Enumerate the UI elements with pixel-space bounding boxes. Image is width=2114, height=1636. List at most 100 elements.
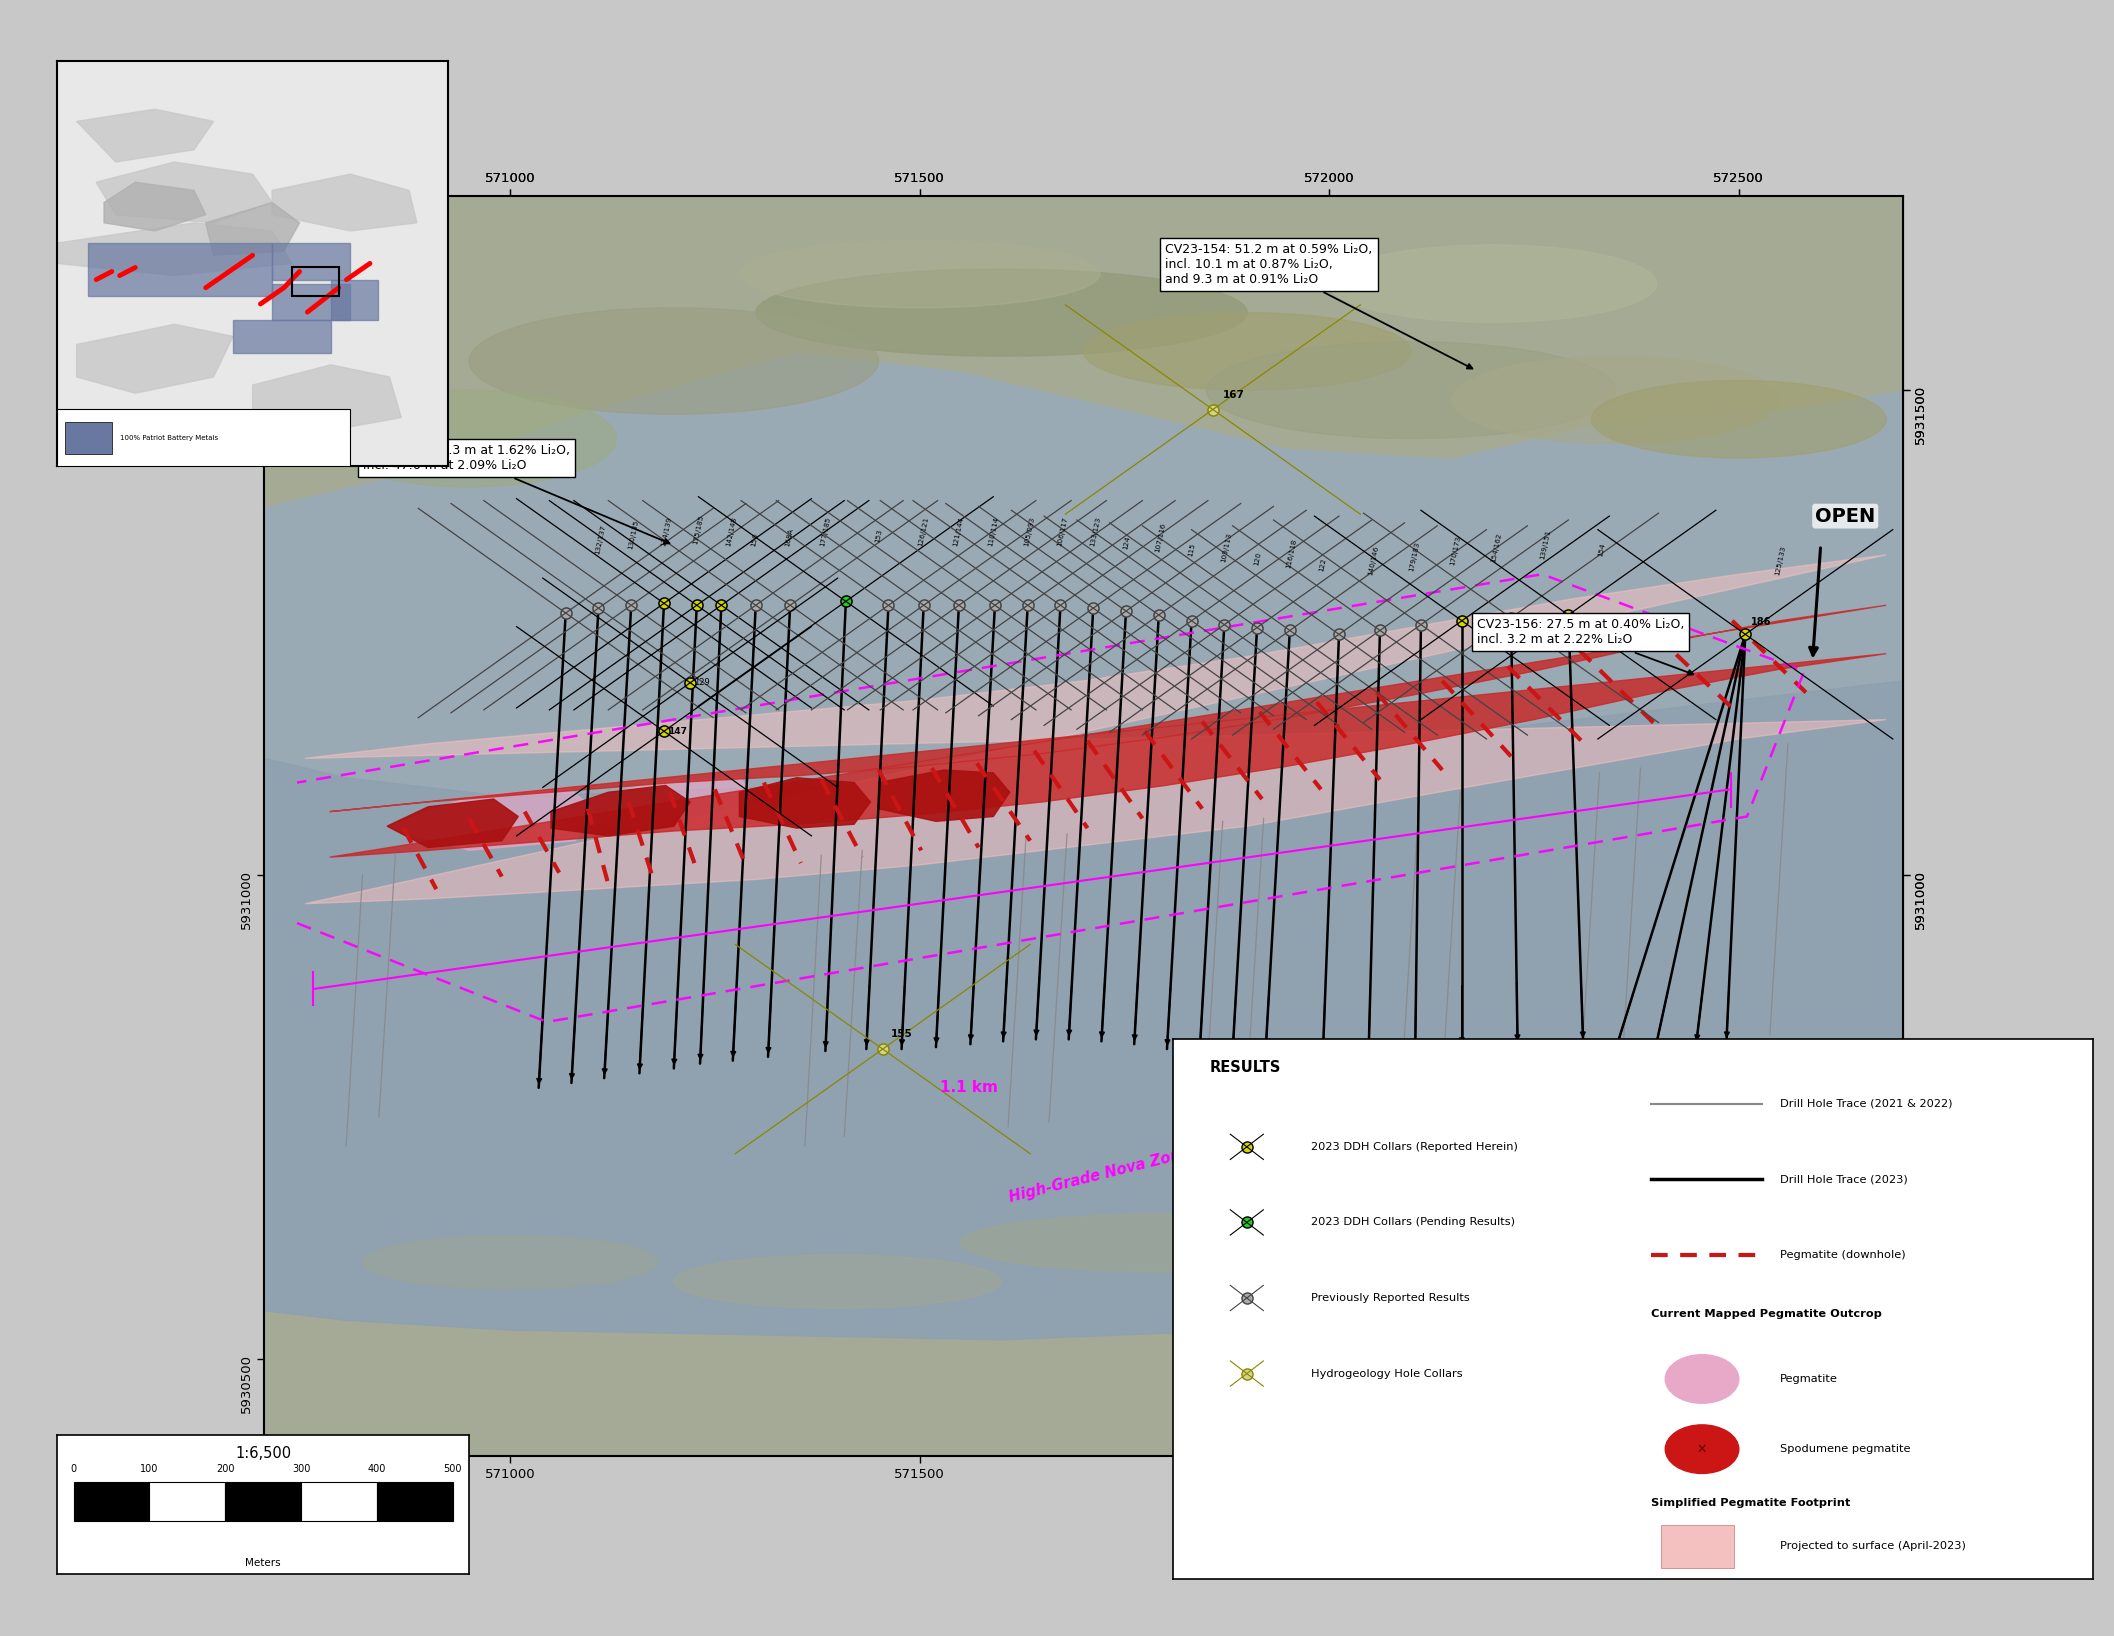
Ellipse shape [960, 1214, 1370, 1271]
Polygon shape [254, 365, 402, 434]
Text: 142/148: 142/148 [725, 517, 738, 546]
Text: 124: 124 [1123, 535, 1131, 550]
Bar [300, 1482, 376, 1521]
Text: 500: 500 [444, 1464, 463, 1474]
Polygon shape [304, 555, 1886, 903]
Text: 179/183: 179/183 [1408, 542, 1421, 573]
Text: 105/093: 105/093 [1023, 517, 1036, 546]
Ellipse shape [1207, 342, 1615, 438]
Text: 120: 120 [1254, 551, 1262, 566]
Polygon shape [273, 244, 351, 280]
Text: CV23-156: 27.5 m at 0.40% Li₂O,
incl. 3.2 m at 2.22% Li₂O: CV23-156: 27.5 m at 0.40% Li₂O, incl. 3.… [1476, 618, 1693, 676]
Text: 133/123: 133/123 [1089, 517, 1101, 546]
Polygon shape [57, 222, 292, 275]
Polygon shape [387, 787, 592, 851]
Ellipse shape [1666, 1425, 1740, 1474]
Text: 134/139: 134/139 [660, 517, 672, 546]
Text: Current Mapped Pegmatite Outcrop: Current Mapped Pegmatite Outcrop [1651, 1309, 1881, 1319]
Text: 0: 0 [70, 1464, 76, 1474]
Ellipse shape [1666, 1355, 1740, 1404]
Polygon shape [97, 162, 273, 222]
Bar [292, 267, 338, 296]
Text: Hydrogeology Hole Collars: Hydrogeology Hole Collars [1311, 1369, 1463, 1379]
Text: CV23-154: 51.2 m at 0.59% Li₂O,
incl. 10.1 m at 0.87% Li₂O,
and 9.3 m at 0.91% L: CV23-154: 51.2 m at 0.59% Li₂O, incl. 10… [1165, 242, 1471, 368]
Text: 100: 100 [140, 1464, 159, 1474]
Text: 126/121: 126/121 [917, 517, 930, 546]
Text: 130/135: 130/135 [628, 519, 638, 550]
Ellipse shape [674, 1255, 1002, 1309]
Text: 153: 153 [875, 528, 884, 543]
Text: 122: 122 [1319, 558, 1328, 573]
Text: 132/137: 132/137 [594, 524, 607, 555]
Bar [57, 409, 351, 466]
Text: Projected to surface (April-2023): Projected to surface (April-2023) [1780, 1541, 1966, 1551]
Text: 150: 150 [750, 532, 759, 546]
Text: 125/133: 125/133 [1774, 545, 1786, 576]
Text: 116/118: 116/118 [1285, 538, 1298, 569]
Text: 170/173: 170/173 [1450, 535, 1461, 566]
Bar [376, 1482, 452, 1521]
Polygon shape [76, 324, 233, 393]
Polygon shape [76, 110, 214, 162]
Text: 177/185: 177/185 [818, 517, 831, 546]
Text: ✕: ✕ [1698, 1443, 1708, 1456]
Polygon shape [273, 283, 351, 321]
Bar [226, 1482, 300, 1521]
Text: Pegmatite: Pegmatite [1780, 1374, 1837, 1384]
Text: 400: 400 [368, 1464, 387, 1474]
Text: 106/117: 106/117 [1057, 517, 1068, 546]
Polygon shape [264, 196, 1903, 507]
Ellipse shape [469, 308, 879, 414]
Text: OPEN: OPEN [1816, 507, 1875, 525]
Text: Drill Hole Trace (2021 & 2022): Drill Hole Trace (2021 & 2022) [1780, 1099, 1953, 1109]
Ellipse shape [1082, 312, 1410, 389]
Polygon shape [330, 280, 378, 321]
Bar [150, 1482, 226, 1521]
Text: 110/114: 110/114 [987, 517, 1000, 546]
Text: 129: 129 [693, 679, 710, 687]
Bar [74, 1482, 150, 1521]
Text: 139/151: 139/151 [1539, 528, 1552, 560]
Text: 155: 155 [890, 1029, 913, 1039]
Text: 121/144: 121/144 [951, 517, 964, 546]
Text: 154/162: 154/162 [1490, 532, 1503, 563]
Polygon shape [264, 1263, 1903, 1456]
Bar [66, 422, 112, 455]
Text: 147: 147 [668, 726, 687, 736]
Polygon shape [330, 605, 1886, 857]
Text: 200: 200 [216, 1464, 235, 1474]
Polygon shape [552, 785, 689, 836]
Text: Drill Hole Trace (2023): Drill Hole Trace (2023) [1780, 1175, 1909, 1184]
Ellipse shape [1330, 245, 1657, 322]
Text: 154: 154 [1596, 542, 1607, 556]
Ellipse shape [361, 1235, 657, 1289]
Ellipse shape [1264, 1188, 1558, 1240]
Polygon shape [592, 777, 755, 831]
Text: 175/185: 175/185 [693, 514, 704, 545]
Text: 168A: 168A [784, 527, 795, 546]
Text: RESULTS: RESULTS [1209, 1060, 1281, 1075]
Text: 186: 186 [1750, 617, 1772, 627]
Ellipse shape [1492, 1155, 1820, 1214]
Text: 109/113: 109/113 [1220, 532, 1232, 563]
Text: 107/116: 107/116 [1154, 522, 1167, 553]
Polygon shape [264, 196, 1903, 1456]
Polygon shape [233, 321, 330, 353]
Bar [1662, 1525, 1733, 1567]
Polygon shape [273, 173, 416, 231]
Text: CV23-148: 95.3 m at 1.62% Li₂O,
incl. 47.6 m at 2.09% Li₂O: CV23-148: 95.3 m at 1.62% Li₂O, incl. 47… [361, 443, 670, 543]
Text: High-Grade Nova Zone: High-Grade Nova Zone [1008, 1145, 1192, 1204]
Polygon shape [205, 203, 300, 255]
Ellipse shape [1452, 357, 1780, 443]
Ellipse shape [755, 268, 1247, 357]
Text: 1:6,500: 1:6,500 [235, 1446, 292, 1461]
Polygon shape [264, 681, 1903, 1340]
Ellipse shape [740, 240, 1099, 308]
Text: Meters: Meters [245, 1557, 281, 1569]
Polygon shape [57, 61, 448, 466]
Text: 140/146: 140/146 [1368, 545, 1380, 576]
Text: 300: 300 [292, 1464, 311, 1474]
Text: 167: 167 [1222, 389, 1245, 399]
Ellipse shape [1592, 381, 1886, 458]
Text: N: N [381, 288, 393, 303]
